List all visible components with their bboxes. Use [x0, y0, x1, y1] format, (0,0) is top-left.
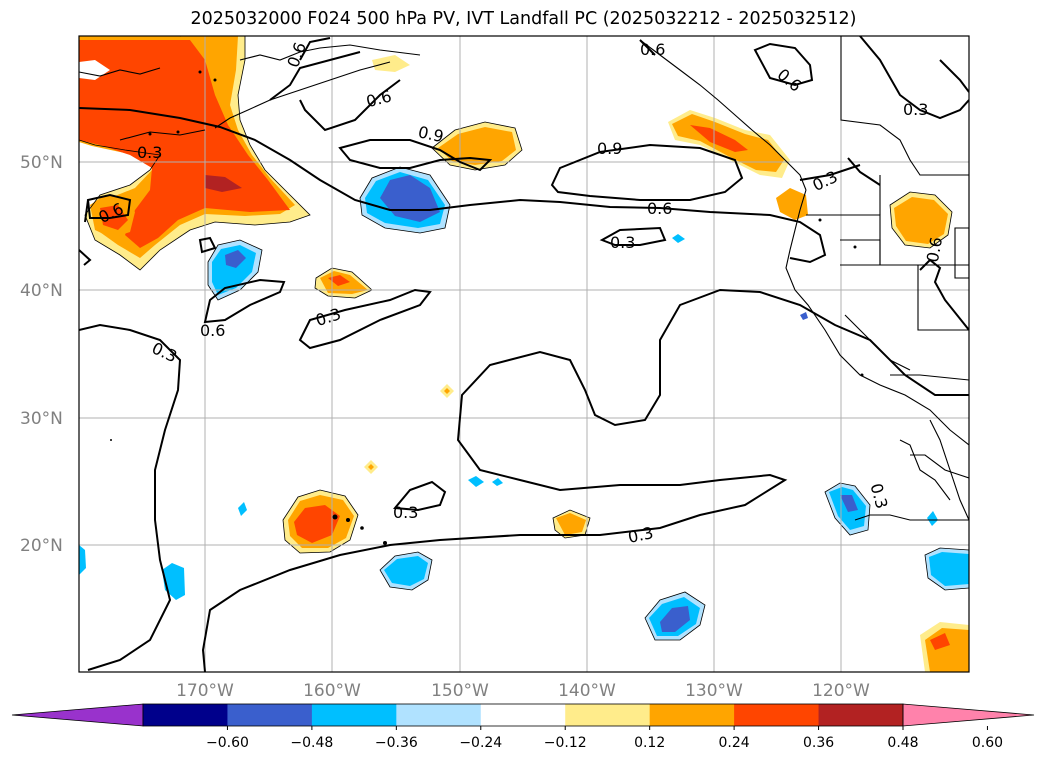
lon-label: 130°W	[685, 681, 743, 701]
colorbar-tick-label: 0.60	[972, 735, 1003, 751]
contour-label: 0.6	[200, 321, 225, 340]
colorbar: −0.60 −0.48 −0.36 −0.24 −0.12 0.12 0.24 0.36 0.4…	[11, 703, 1035, 751]
colorbar-segment	[565, 704, 651, 726]
pv-positive-anomalies	[79, 36, 969, 672]
longitude-labels: 170°W 160°W 150°W 140°W 130°W 120°W	[176, 681, 870, 701]
contour-label: 0.3	[903, 100, 928, 119]
contour-label: 0.3	[393, 503, 418, 522]
lon-label: 140°W	[558, 681, 616, 701]
contour-label: 0.9	[597, 139, 622, 158]
colorbar-segment	[396, 704, 482, 726]
colorbar-tick-label: 0.24	[719, 735, 750, 751]
colorbar-tick-label: −0.24	[459, 735, 502, 751]
lat-label: 40°N	[20, 281, 63, 301]
colorbar-tick-label: 0.48	[887, 735, 918, 751]
anomaly-outlines	[79, 36, 969, 641]
colorbar-extend-max	[902, 703, 1035, 727]
contour-label: 0.6	[647, 199, 672, 218]
colorbar-tick-label: −0.36	[375, 735, 418, 751]
lon-label: 160°W	[303, 681, 361, 701]
coastlines	[79, 36, 969, 521]
lon-label: 170°W	[176, 681, 234, 701]
map-frame	[78, 35, 970, 673]
graticule	[79, 36, 969, 672]
colorbar-tick-label: −0.60	[206, 735, 249, 751]
lat-label: 20°N	[20, 536, 63, 556]
colorbar-tick-label: −0.12	[544, 735, 587, 751]
latitude-labels: 50°N 40°N 30°N 20°N	[20, 153, 63, 556]
island-specks	[110, 70, 864, 545]
contour-label: 0.3	[626, 523, 655, 547]
map-title: 2025032000 F024 500 hPa PV, IVT Landfall…	[190, 9, 857, 29]
colorbar-extend-min	[11, 703, 144, 727]
colorbar-segment	[649, 704, 735, 726]
contour-label: 0.9	[416, 122, 445, 146]
contour-label: 0.3	[610, 233, 635, 252]
colorbar-segment	[143, 704, 228, 726]
colorbar-segment	[227, 704, 313, 726]
pv-negative-anomalies	[79, 167, 969, 640]
contour-label: 0.3	[137, 143, 162, 162]
colorbar-segment	[818, 704, 904, 726]
ivt-contours	[79, 36, 969, 672]
colorbar-segment	[734, 704, 820, 726]
contour-label: 0.6	[923, 235, 946, 263]
contour-label: 0.6	[640, 40, 665, 59]
lon-label: 120°W	[812, 681, 870, 701]
colorbar-tick-label: −0.48	[290, 735, 333, 751]
lat-label: 50°N	[20, 153, 63, 173]
lat-label: 30°N	[20, 409, 63, 429]
colorbar-tick-label: 0.36	[803, 735, 834, 751]
colorbar-tick-label: 0.12	[634, 735, 665, 751]
lon-label: 150°W	[431, 681, 489, 701]
colorbar-segment	[311, 704, 397, 726]
colorbar-frame	[142, 703, 904, 727]
colorbar-segment	[480, 704, 566, 726]
